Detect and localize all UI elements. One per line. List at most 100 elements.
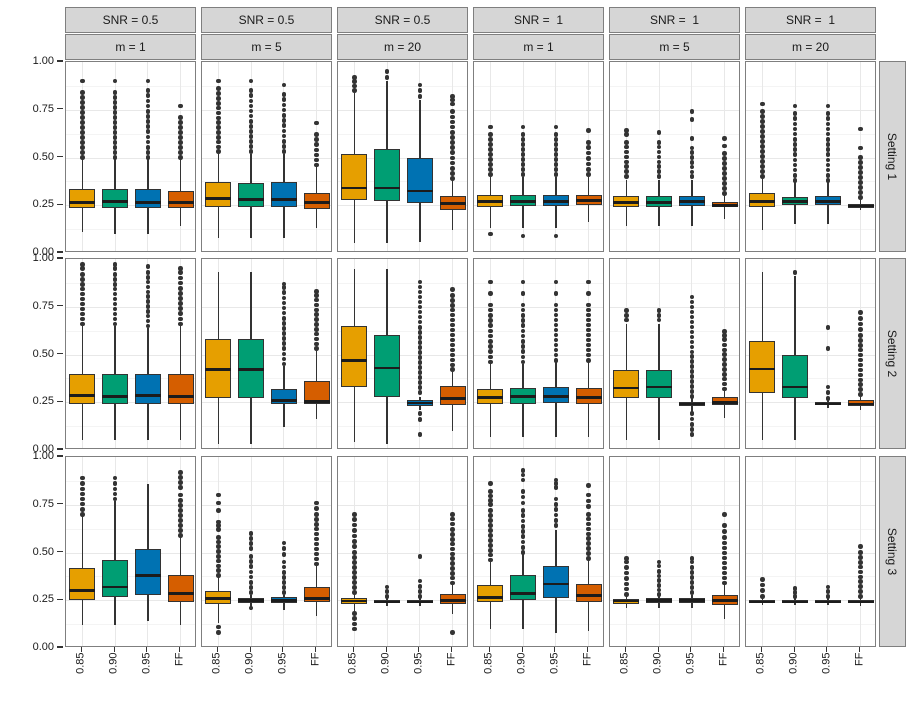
outlier-dot xyxy=(586,536,591,541)
outlier-dot xyxy=(825,147,831,152)
outlier-dot xyxy=(553,291,559,296)
outlier-dot xyxy=(417,554,423,559)
outlier-dot xyxy=(488,547,493,553)
outlier-dot xyxy=(80,316,85,322)
gridline-minor xyxy=(746,576,875,578)
outlier-dot xyxy=(145,150,151,155)
outlier-dot xyxy=(858,190,863,195)
outlier-dot xyxy=(281,149,287,155)
outlier-dot xyxy=(656,587,662,593)
outlier-dot xyxy=(586,521,591,527)
gridline-minor xyxy=(746,426,875,428)
outlier-dot xyxy=(586,156,591,161)
outlier-dot xyxy=(722,545,727,551)
outlier-dot xyxy=(656,563,662,569)
outlier-dot xyxy=(689,354,695,360)
outlier-dot xyxy=(352,79,357,85)
outlier-dot xyxy=(178,120,183,125)
outlier-dot xyxy=(178,321,183,327)
outlier-dot xyxy=(656,573,662,579)
gridline-vertical xyxy=(761,457,763,646)
outlier-dot xyxy=(722,565,727,571)
outlier-dot xyxy=(314,307,319,313)
gridline-minor xyxy=(66,85,195,87)
outlier-dot xyxy=(352,88,357,93)
outlier-dot xyxy=(520,539,526,545)
boxplot-median-line xyxy=(749,600,776,604)
boxplot-median-line xyxy=(102,200,129,203)
outlier-dot xyxy=(722,151,727,156)
outlier-dot xyxy=(314,512,319,517)
outlier-dot xyxy=(145,119,151,124)
outlier-dot xyxy=(352,626,357,632)
outlier-dot xyxy=(792,594,798,599)
outlier-dot xyxy=(689,155,695,160)
boxplot-median-line xyxy=(102,585,129,589)
facet-row-strip: Setting 2 xyxy=(879,258,906,449)
outlier-dot xyxy=(792,162,798,168)
outlier-dot xyxy=(450,357,455,363)
outlier-dot xyxy=(80,491,85,497)
gridline-major xyxy=(66,205,195,207)
x-tick-label: 0.85 xyxy=(618,652,631,674)
gridline-minor xyxy=(202,426,331,428)
outlier-dot xyxy=(80,306,85,312)
boxplot-median-line xyxy=(341,599,368,603)
boxplot-median-line xyxy=(510,395,537,398)
outlier-dot xyxy=(417,360,423,365)
outlier-dot xyxy=(352,560,357,565)
outlier-dot xyxy=(689,580,695,585)
outlier-dot xyxy=(80,321,85,327)
outlier-dot xyxy=(450,630,455,635)
x-tick-label: 0.85 xyxy=(210,652,223,674)
outlier-dot xyxy=(488,323,493,328)
outlier-dot xyxy=(520,318,526,323)
gridline-minor xyxy=(202,624,331,626)
outlier-dot xyxy=(825,116,831,121)
outlier-dot xyxy=(520,291,526,296)
outlier-dot xyxy=(586,492,591,498)
outlier-dot xyxy=(80,78,85,84)
outlier-dot xyxy=(586,541,591,546)
outlier-dot xyxy=(352,533,357,539)
outlier-dot xyxy=(656,130,662,135)
outlier-dot xyxy=(624,169,629,174)
outlier-dot xyxy=(450,546,455,552)
boxplot-box-0.95 xyxy=(542,386,569,404)
outlier-dot xyxy=(314,506,319,511)
boxplot-box-FF xyxy=(575,584,602,603)
outlier-dot xyxy=(450,561,455,566)
gridline-minor xyxy=(610,181,739,183)
outlier-dot xyxy=(858,180,863,185)
boxplot-box-0.85 xyxy=(341,153,368,201)
gridline-major xyxy=(66,306,195,308)
gridline-minor xyxy=(202,378,331,380)
outlier-dot xyxy=(553,352,559,358)
outlier-dot xyxy=(450,521,455,527)
outlier-dot xyxy=(520,279,526,285)
outlier-dot xyxy=(586,327,591,333)
outlier-dot xyxy=(760,134,765,139)
facet-col-strip-m: m = 1 xyxy=(65,34,196,60)
boxplot-median-line xyxy=(341,186,368,190)
boxplot-box-0.85 xyxy=(341,325,368,387)
outlier-dot xyxy=(689,416,695,422)
outlier-dot xyxy=(450,165,455,171)
gridline-minor xyxy=(746,480,875,482)
outlier-dot xyxy=(760,124,765,129)
outlier-dot xyxy=(178,316,183,322)
outlier-dot xyxy=(760,109,765,114)
gridline-minor xyxy=(338,181,467,183)
outlier-dot xyxy=(586,337,591,343)
x-tick-mark xyxy=(723,647,725,652)
facet-row-strip: Setting 1 xyxy=(879,61,906,252)
outlier-dot xyxy=(450,566,455,571)
outlier-dot xyxy=(216,492,221,498)
gridline-major xyxy=(202,552,331,554)
outlier-dot xyxy=(281,315,287,321)
outlier-dot xyxy=(112,321,118,327)
outlier-dot xyxy=(112,78,118,84)
gridline-minor xyxy=(746,624,875,626)
x-tick-label: 0.95 xyxy=(820,652,833,674)
gridline-major xyxy=(202,600,331,602)
